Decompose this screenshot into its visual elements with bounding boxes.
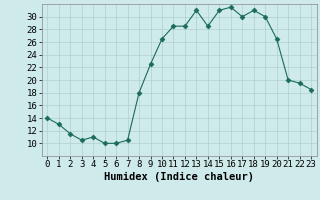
X-axis label: Humidex (Indice chaleur): Humidex (Indice chaleur) xyxy=(104,172,254,182)
